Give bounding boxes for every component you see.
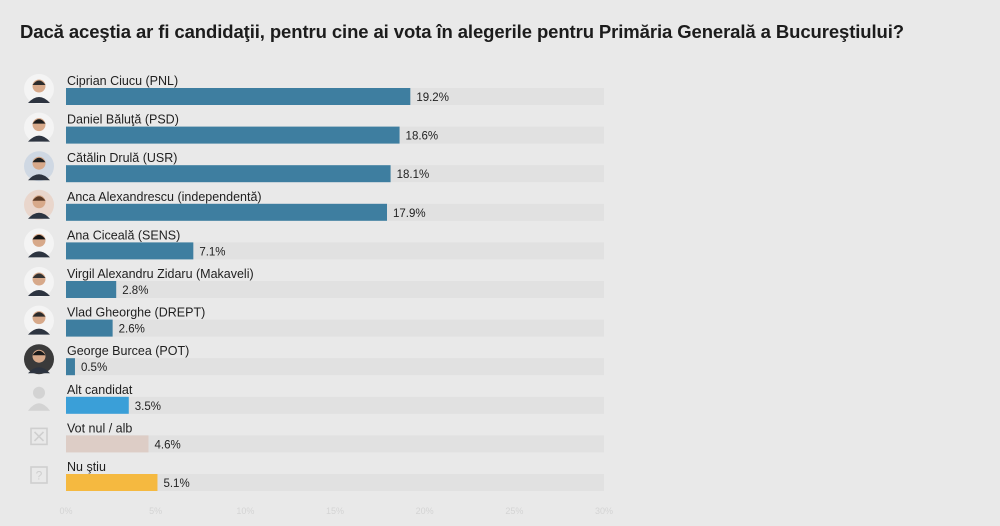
x-tick-label: 25%: [505, 506, 523, 516]
category-label: Daniel Băluţă (PSD): [67, 113, 179, 127]
category-label: George Burcea (POT): [67, 344, 189, 358]
value-label: 19.2%: [416, 92, 449, 104]
value-label: 7.1%: [199, 246, 225, 258]
candidate-photo-icon: [24, 228, 54, 259]
value-label: 17.9%: [393, 208, 426, 220]
bar-5: [66, 242, 194, 260]
value-label: 18.6%: [406, 131, 439, 143]
bar-11: [66, 474, 158, 491]
value-label: 18.1%: [397, 169, 430, 181]
bar-7: [66, 319, 113, 337]
category-label: Cătălin Drulă (USR): [67, 151, 177, 165]
candidate-photo-icon: [24, 344, 54, 375]
bar-8: [66, 358, 75, 376]
bar-10: [66, 435, 149, 453]
value-label: 2.6%: [119, 324, 145, 336]
category-label: Nu ştiu: [67, 460, 106, 474]
svg-text:?: ?: [36, 469, 43, 483]
candidate-photo-icon: [24, 267, 54, 297]
bar-track: [66, 319, 604, 337]
x-tick-label: 0%: [59, 506, 72, 516]
value-label: 2.8%: [122, 285, 148, 297]
bar-3: [66, 165, 391, 183]
value-label: 3.5%: [135, 401, 161, 413]
bar-track: [66, 396, 604, 414]
bar-track: [66, 474, 604, 491]
x-tick-label: 5%: [149, 506, 162, 516]
candidate-photo-icon: [24, 305, 54, 336]
bar-2: [66, 126, 400, 144]
category-label: Alt candidat: [67, 383, 133, 397]
category-label: Ana Ciceală (SENS): [67, 228, 180, 242]
x-tick-label: 20%: [416, 506, 434, 516]
bar-track: [66, 358, 604, 376]
bar-track: [66, 242, 604, 260]
value-label: 4.6%: [154, 439, 180, 451]
chart-title: Dacă aceştia ar fi candidaţii, pentru ci…: [20, 21, 904, 42]
bar-track: [66, 435, 604, 453]
bar-6: [66, 281, 117, 298]
x-tick-label: 30%: [595, 506, 613, 516]
ballot-x-icon: [30, 427, 48, 446]
value-label: 5.1%: [163, 478, 189, 490]
bar-4: [66, 203, 388, 221]
x-tick-label: 10%: [236, 506, 254, 516]
category-label: Vlad Gheorghe (DREPT): [67, 306, 205, 320]
candidate-photo-icon: [24, 112, 54, 143]
candidate-photo-icon: [24, 151, 54, 182]
bar-9: [66, 396, 129, 414]
candidate-photo-icon: [24, 189, 54, 220]
value-label: 0.5%: [81, 362, 107, 374]
category-label: Vot nul / alb: [67, 421, 132, 435]
person-silhouette-icon: [28, 386, 50, 411]
bar-1: [66, 88, 411, 105]
x-tick-label: 15%: [326, 506, 344, 516]
question-mark-icon: ?: [30, 466, 48, 484]
category-label: Ciprian Ciucu (PNL): [67, 74, 178, 88]
category-label: Virgil Alexandru Zidaru (Makaveli): [67, 267, 254, 281]
category-label: Anca Alexandrescu (independentă): [67, 190, 262, 204]
bar-track: [66, 281, 604, 298]
candidate-photo-icon: [24, 74, 54, 104]
